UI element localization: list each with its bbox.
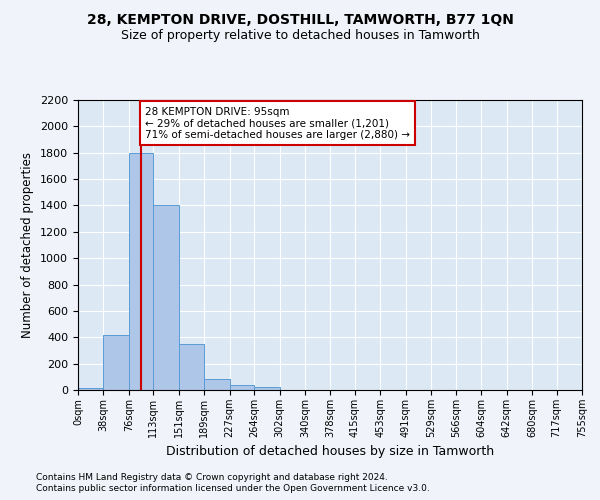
X-axis label: Distribution of detached houses by size in Tamworth: Distribution of detached houses by size … <box>166 446 494 458</box>
Text: Size of property relative to detached houses in Tamworth: Size of property relative to detached ho… <box>121 29 479 42</box>
Bar <box>204 380 230 390</box>
Bar <box>78 388 103 390</box>
Bar <box>254 388 280 390</box>
Bar <box>179 344 204 390</box>
Bar <box>230 386 254 390</box>
Bar <box>154 206 179 390</box>
Y-axis label: Number of detached properties: Number of detached properties <box>22 152 34 338</box>
Bar <box>103 334 129 390</box>
Text: Contains public sector information licensed under the Open Government Licence v3: Contains public sector information licen… <box>36 484 430 493</box>
Text: 28 KEMPTON DRIVE: 95sqm
← 29% of detached houses are smaller (1,201)
71% of semi: 28 KEMPTON DRIVE: 95sqm ← 29% of detache… <box>145 106 410 140</box>
Text: Contains HM Land Registry data © Crown copyright and database right 2024.: Contains HM Land Registry data © Crown c… <box>36 472 388 482</box>
Text: 28, KEMPTON DRIVE, DOSTHILL, TAMWORTH, B77 1QN: 28, KEMPTON DRIVE, DOSTHILL, TAMWORTH, B… <box>86 12 514 26</box>
Bar <box>129 152 154 390</box>
